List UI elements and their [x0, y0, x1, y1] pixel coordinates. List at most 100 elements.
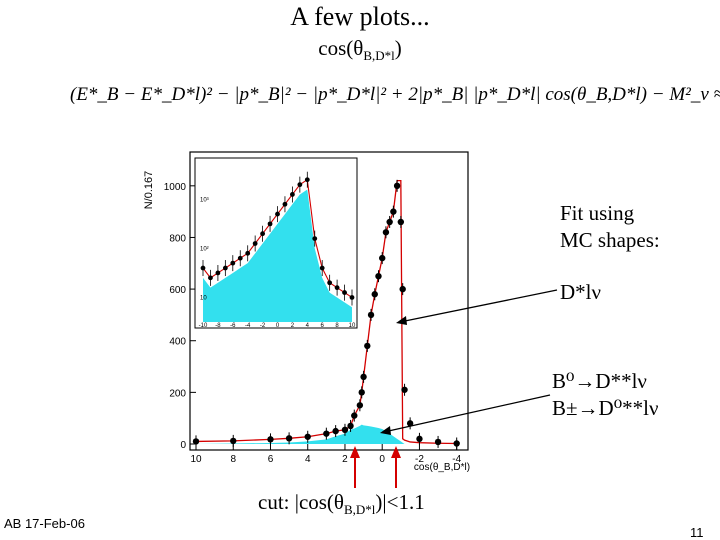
- inset-data-point: [349, 295, 355, 300]
- y-tick-label: 0: [180, 440, 186, 451]
- data-point: [453, 440, 460, 447]
- inset-data-point: [222, 265, 228, 271]
- data-point: [401, 386, 408, 393]
- inset-data-point: [230, 260, 236, 266]
- inset-plot: -10 -8 -6 -4 -2 0 2 4 6 8 10 10 10² 10³: [194, 157, 358, 329]
- kinematic-formula: (E*_B − E*_D*l)² − |p*_B|² − |p*_D*l|² +…: [70, 84, 720, 105]
- inset-x-tick-label: 4: [306, 323, 310, 329]
- data-point: [192, 438, 200, 445]
- inset-x-tick-label: -6: [230, 323, 236, 329]
- data-point: [371, 291, 378, 298]
- data-point: [341, 426, 349, 433]
- dstar-label: D*lν: [560, 280, 601, 304]
- inset-data-point: [200, 265, 206, 271]
- page-number: 11: [690, 525, 704, 540]
- inset-x-tick-label: -2: [260, 323, 266, 329]
- inset-data-point: [260, 231, 265, 237]
- data-point: [347, 422, 354, 430]
- cut-arrow-left: [350, 446, 360, 458]
- inset-x-tick-label: -8: [215, 323, 221, 329]
- slide-subtitle: cos(θB,D*l): [318, 36, 402, 64]
- data-point: [382, 229, 390, 236]
- data-point: [304, 433, 311, 440]
- inset-y-tick-label: 10: [200, 295, 207, 301]
- data-point: [267, 436, 274, 443]
- inset-data-point: [237, 255, 243, 261]
- inset-data-point: [252, 241, 258, 246]
- inset-y-tick-label: 10²: [200, 246, 209, 252]
- data-point: [367, 311, 375, 319]
- data-point: [416, 435, 423, 443]
- inset-data-point: [297, 182, 303, 188]
- inset-x-tick-label: 10: [349, 323, 356, 329]
- x-tick-label: -2: [415, 454, 424, 465]
- inset-data-point: [275, 211, 280, 217]
- ddstar-arrow: [383, 394, 551, 433]
- cut-arrows: [350, 446, 401, 488]
- data-point: [399, 285, 406, 293]
- inset-data-point: [312, 236, 318, 241]
- inset-data-point: [290, 192, 295, 197]
- data-point: [434, 438, 442, 446]
- data-point: [364, 342, 371, 350]
- inset-x-tick-label: 0: [276, 323, 280, 329]
- inset-data-point: [319, 265, 325, 271]
- inset-data-point: [304, 177, 310, 183]
- inset-data-point: [334, 285, 340, 291]
- cut-label: cut: |cos(θB,D*l)|<1.1: [258, 490, 425, 518]
- data-point: [285, 435, 293, 442]
- data-point: [230, 437, 237, 445]
- inset-axes: -10 -8 -6 -4 -2 0 2 4 6 8 10 10 10² 10³: [199, 197, 356, 329]
- x-tick-label: 4: [305, 454, 311, 465]
- inset-data-point: [208, 275, 213, 281]
- x-tick-label: -4: [452, 454, 461, 465]
- inset-data-point: [215, 270, 221, 276]
- x-tick-label: 2: [342, 454, 348, 465]
- ddstar-component-fill: [196, 424, 457, 444]
- y-tick-label: 200: [169, 388, 186, 399]
- data-point: [375, 272, 382, 280]
- y-axis-label: N/0.167: [143, 171, 155, 210]
- x-tick-label: 10: [190, 454, 202, 465]
- data-point: [360, 373, 367, 381]
- inset-data-point: [327, 280, 333, 286]
- inset-fill: [203, 189, 352, 322]
- inset-x-tick-label: 2: [291, 323, 295, 329]
- data-points: [192, 179, 460, 450]
- data-point: [393, 182, 401, 190]
- main-axes: 10 8 6 4 2 0 -2 -4 0 200 400 600 800 1000 N/0.167 cos(θ…: [143, 171, 470, 473]
- inset-x-tick-label: 6: [321, 323, 325, 329]
- inset-data-point: [267, 221, 273, 227]
- cut-arrow-right: [391, 446, 401, 458]
- inset-data-point: [342, 290, 347, 295]
- data-point: [386, 218, 393, 226]
- y-tick-label: 1000: [164, 182, 187, 193]
- inset-content: [200, 171, 355, 322]
- annotation-arrows: [380, 289, 558, 435]
- ddstar-label: B⁰→D**lν B±→D⁰**lν: [552, 369, 659, 420]
- inset-x-tick-label: 8: [335, 323, 339, 329]
- dstar-arrow: [399, 289, 558, 323]
- x-tick-label: 6: [268, 454, 274, 465]
- slide-title: A few plots...: [290, 2, 430, 31]
- fit-label: Fit using MC shapes:: [560, 201, 660, 252]
- ddstar-area: [196, 424, 457, 444]
- data-point: [351, 412, 358, 419]
- y-tick-label: 400: [169, 337, 186, 348]
- data-point: [406, 420, 414, 427]
- data-point: [323, 430, 330, 437]
- data-point: [390, 208, 397, 215]
- x-tick-label: 0: [379, 454, 385, 465]
- inset-data-point: [282, 201, 288, 207]
- inset-x-tick-label: -4: [245, 323, 251, 329]
- data-point: [379, 254, 386, 262]
- inset-x-tick-label: -10: [199, 323, 208, 329]
- x-axis-label: cos(θ_B,D*l): [414, 462, 470, 473]
- y-tick-label: 800: [169, 233, 186, 244]
- data-point: [358, 389, 365, 396]
- dstar-arrowhead: [396, 316, 407, 325]
- ddstar-arrowhead: [380, 426, 391, 435]
- data-point: [356, 402, 364, 409]
- inset-data-point: [245, 250, 251, 256]
